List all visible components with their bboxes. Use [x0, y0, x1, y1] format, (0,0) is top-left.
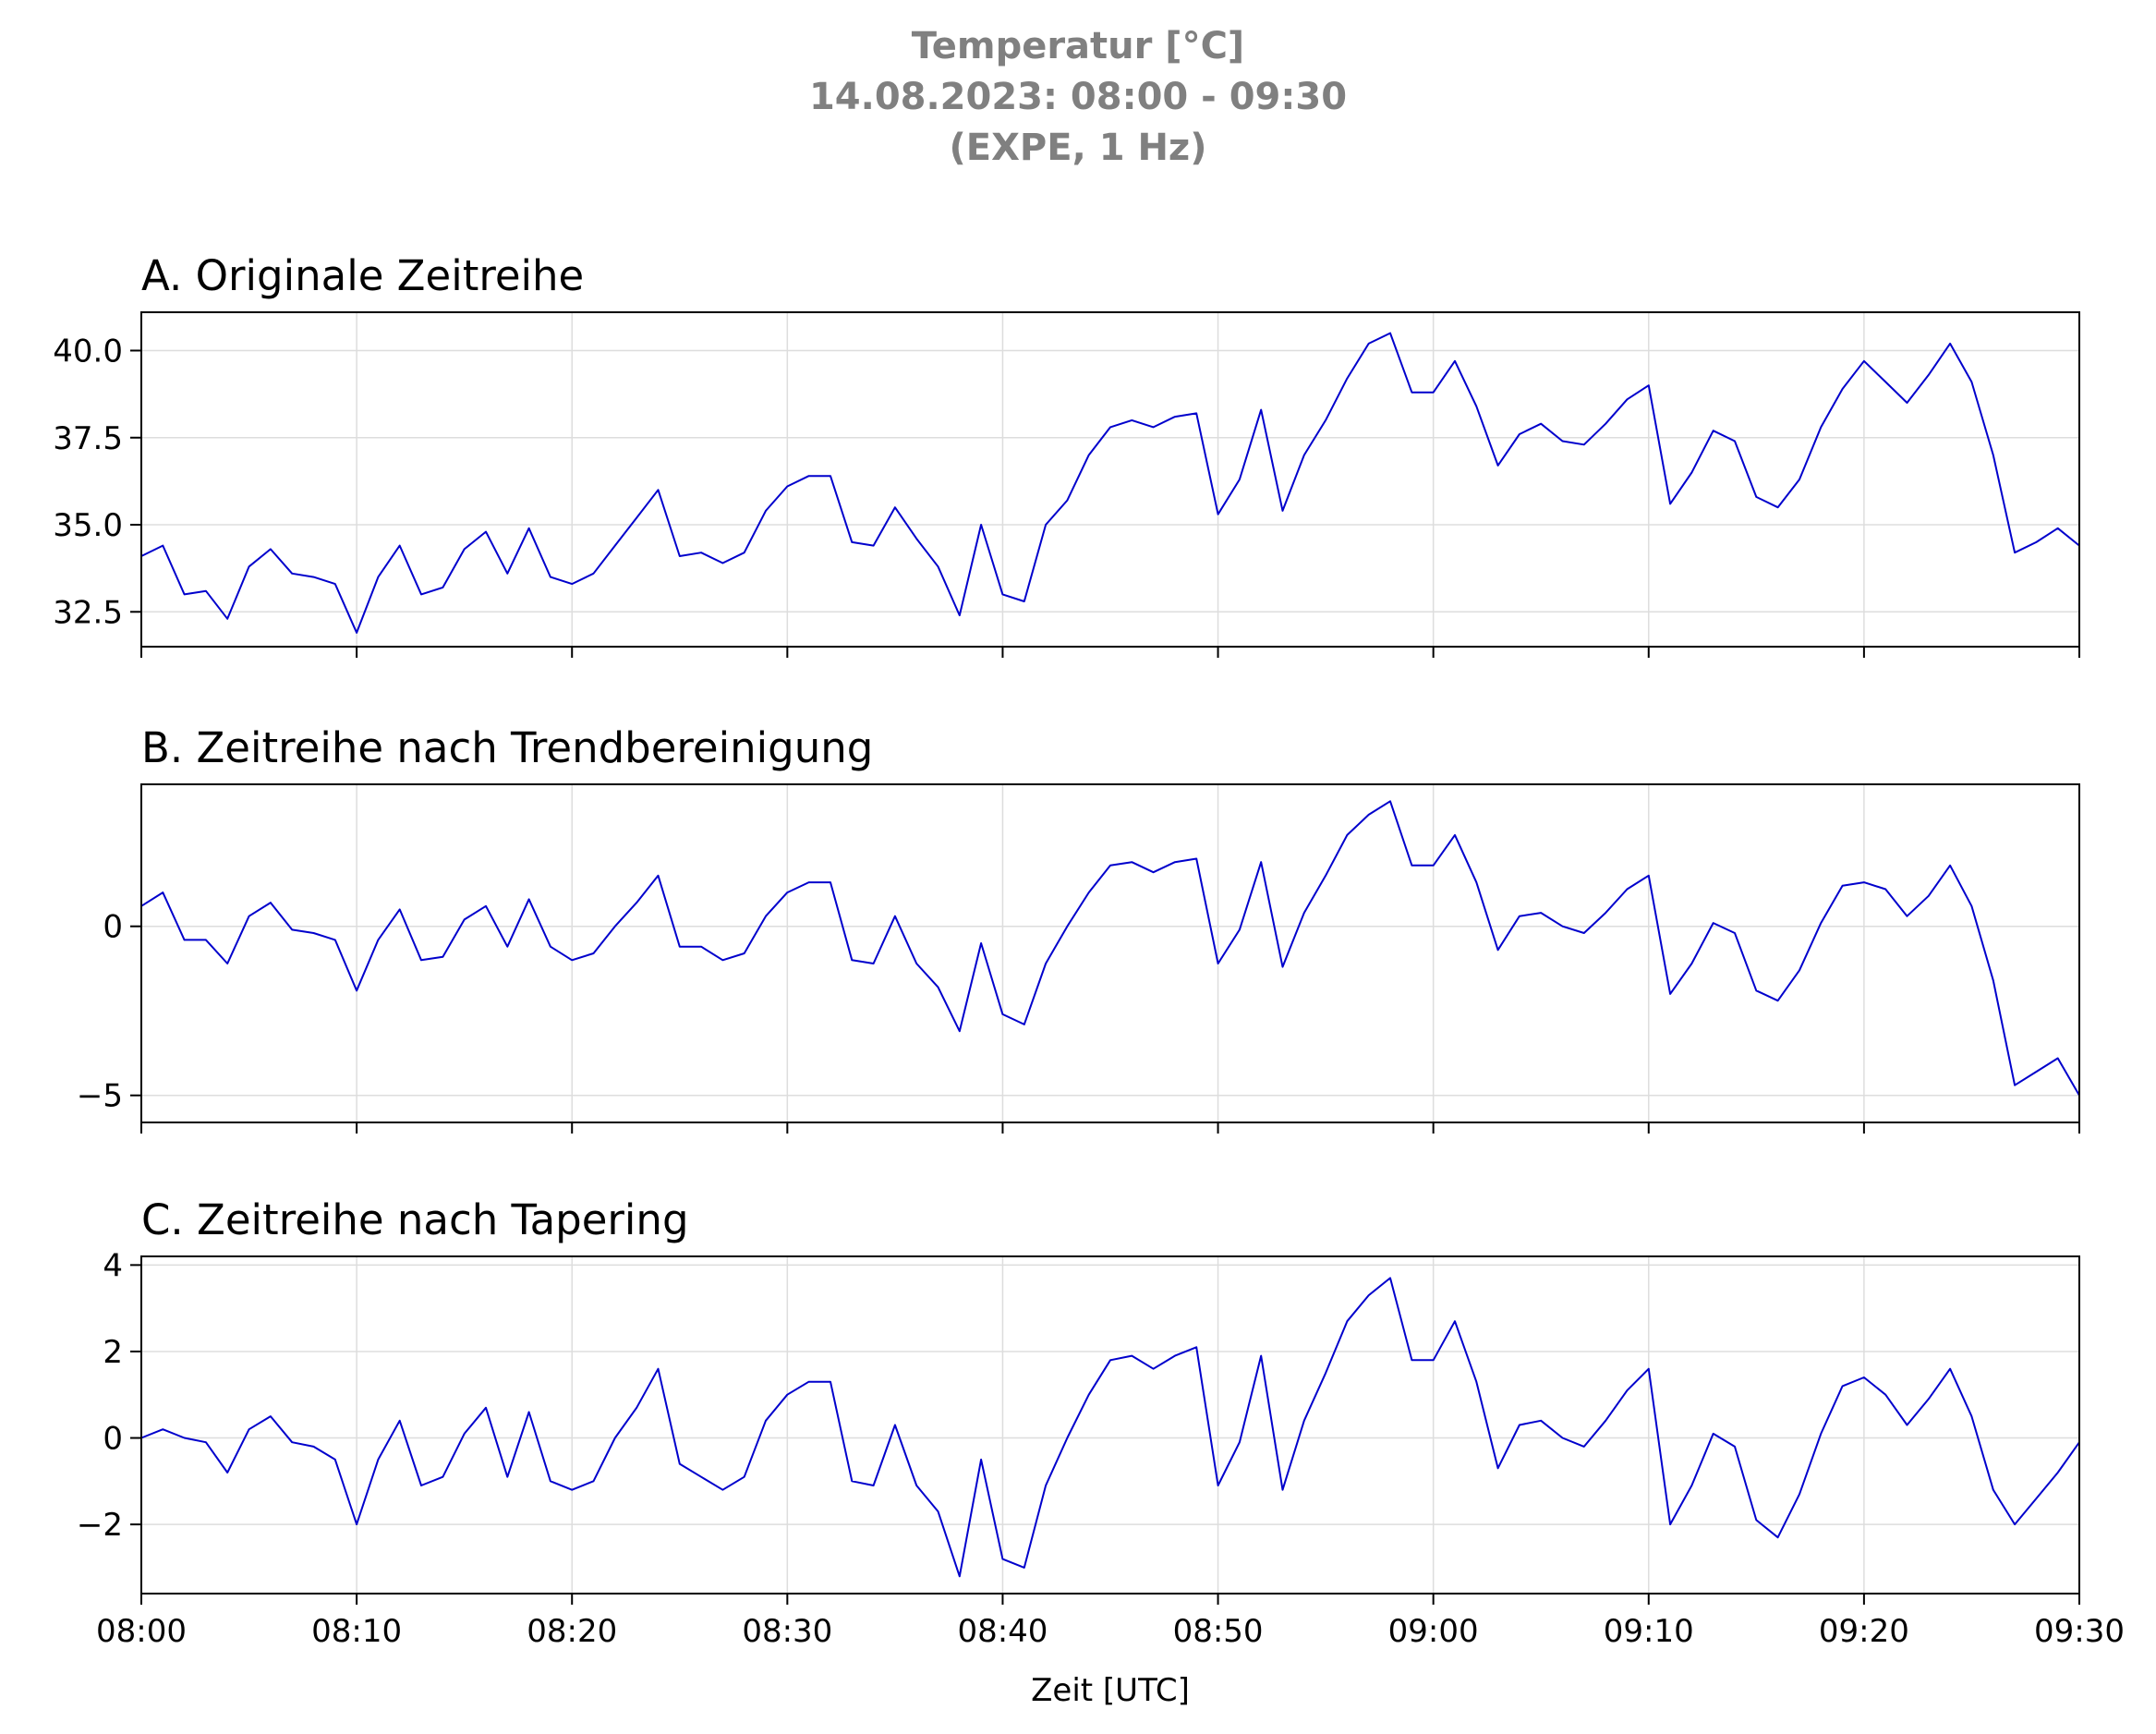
- panel-c-xtick-label: 08:30: [742, 1613, 832, 1650]
- panel-c-ytick-label: 2: [103, 1334, 123, 1371]
- panel-c: C. Zeitreihe nach Tapering 08:00 08:10 08:2…: [77, 1195, 2125, 1709]
- panel-c-ytick-label: 4: [103, 1247, 123, 1284]
- panel-c-ytick-label: 0: [103, 1421, 123, 1458]
- figure-title-line-2: 14.08.2023: 08:00 - 09:30: [809, 76, 1347, 118]
- panel-c-xtick-label: 09:10: [1604, 1613, 1694, 1650]
- panel-c-title: C. Zeitreihe nach Tapering: [141, 1195, 689, 1244]
- panel-c-xtick-label: 08:40: [957, 1613, 1048, 1650]
- panel-c-xtick-label: 09:30: [2034, 1613, 2125, 1650]
- panel-c-series-line: [140, 1277, 2080, 1578]
- figure-title-line-1: Temperatur [°C]: [912, 25, 1244, 67]
- panel-b-axes-frame: [140, 783, 2080, 1123]
- panel-c-xtick-label: 08:20: [527, 1613, 617, 1650]
- panel-a-ytick-label: 40.0: [53, 333, 123, 370]
- panel-b-title: B. Zeitreihe nach Trendbereinigung: [141, 723, 873, 772]
- panel-c-xlabel: Zeit [UTC]: [1031, 1672, 1190, 1709]
- panel-c-axes-frame: [140, 1255, 2080, 1595]
- panel-c-ytick-label: −2: [77, 1507, 123, 1544]
- panel-b-series-line: [140, 800, 2080, 1097]
- panel-a-series-line: [140, 332, 2080, 634]
- panel-c-xtick-label: 09:00: [1388, 1613, 1479, 1650]
- panel-a-title: A. Originale Zeitreihe: [141, 251, 584, 300]
- panel-b: B. Zeitreihe nach Trendbereinigung −5 0: [77, 723, 2080, 1134]
- panel-c-xtick-label: 08:50: [1173, 1613, 1264, 1650]
- panel-a: A. Originale Zeitreihe 32.5 35.0 37.5 40.0: [53, 251, 2080, 658]
- panel-a-ytick-label: 37.5: [53, 420, 123, 457]
- panel-a-ytick-label: 32.5: [53, 594, 123, 631]
- panel-c-xtick-label: 08:10: [311, 1613, 402, 1650]
- panel-b-ytick-label: −5: [77, 1078, 123, 1115]
- figure-title-line-3: (EXPE, 1 Hz): [949, 127, 1206, 169]
- panel-b-ytick-label: 0: [103, 909, 123, 946]
- panel-a-ytick-label: 35.0: [53, 507, 123, 544]
- panel-c-xtick-label: 08:00: [96, 1613, 187, 1650]
- panel-a-axes-frame: [140, 311, 2080, 648]
- panel-c-xtick-label: 09:20: [1819, 1613, 1909, 1650]
